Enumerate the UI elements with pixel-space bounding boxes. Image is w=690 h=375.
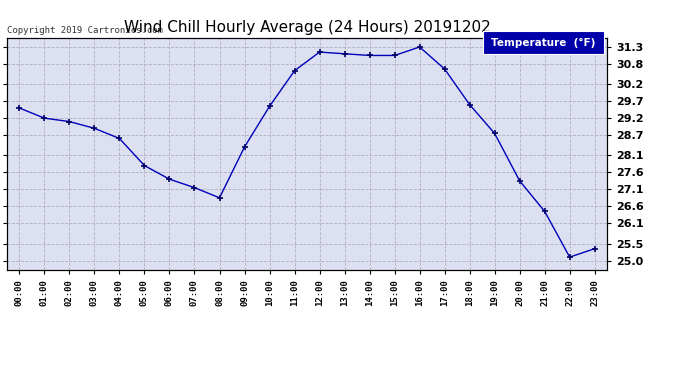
Title: Wind Chill Hourly Average (24 Hours) 20191202: Wind Chill Hourly Average (24 Hours) 201… (124, 20, 491, 35)
Text: Temperature  (°F): Temperature (°F) (491, 38, 595, 48)
Text: Copyright 2019 Cartronics.com: Copyright 2019 Cartronics.com (7, 26, 163, 35)
